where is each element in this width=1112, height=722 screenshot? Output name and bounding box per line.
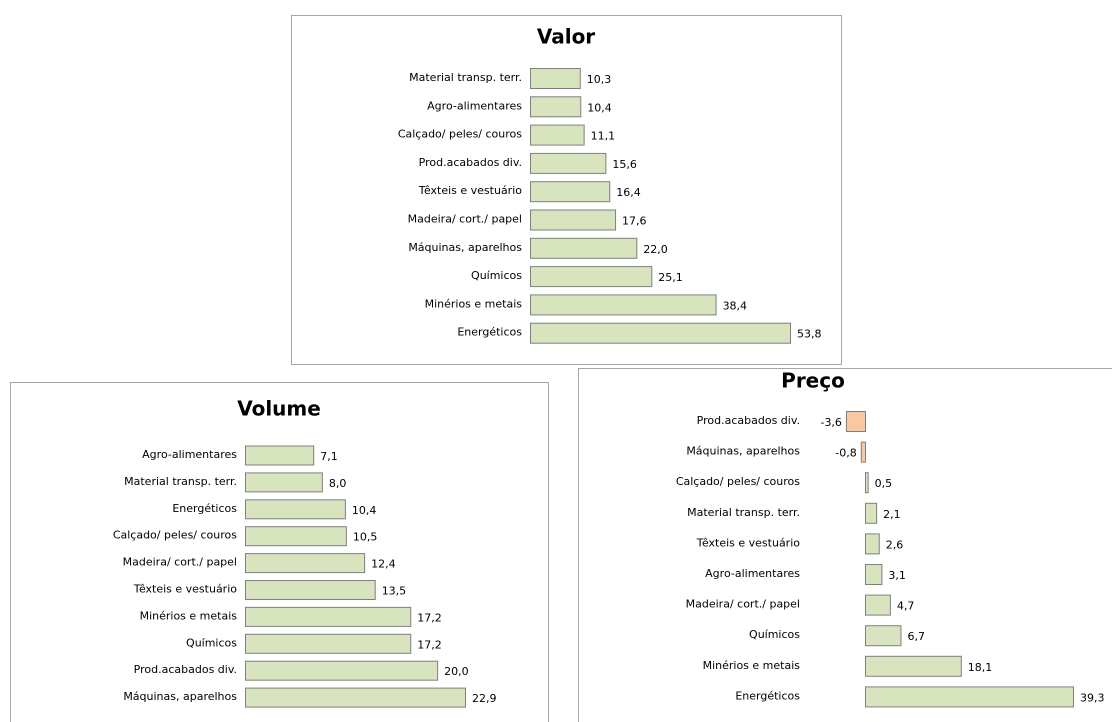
category-label: Minérios e metais [140, 609, 238, 622]
value-label: 2,6 [886, 538, 904, 551]
value-label: 13,5 [382, 585, 407, 598]
bar [530, 237, 638, 259]
bar [530, 181, 611, 203]
bar [245, 445, 315, 466]
category-label: Químicos [186, 636, 237, 649]
bar [865, 625, 902, 647]
category-label: Máquinas, aparelhos [686, 445, 800, 458]
bar [865, 472, 869, 494]
category-label: Máquinas, aparelhos [408, 241, 522, 254]
value-label: -0,8 [835, 447, 856, 460]
bar [865, 533, 880, 555]
category-label: Energéticos [735, 689, 800, 702]
category-label: Agro-alimentares [705, 567, 800, 580]
value-label: 39,3 [1080, 691, 1105, 704]
category-label: Energéticos [457, 326, 522, 339]
category-label: Calçado/ peles/ couros [398, 128, 522, 141]
value-label: 10,5 [353, 531, 378, 544]
value-label: 53,8 [797, 328, 822, 341]
value-label: 12,4 [371, 558, 396, 571]
category-label: Material transp. terr. [687, 506, 800, 519]
category-label: Energéticos [172, 502, 237, 515]
category-label: Madeira/ cort./ papel [686, 598, 800, 611]
value-label: 25,1 [658, 271, 683, 284]
bar [530, 294, 717, 316]
value-label: 17,2 [417, 611, 442, 624]
bar [860, 441, 867, 463]
chart-title: Preço [781, 369, 845, 393]
category-label: Têxteis e vestuário [418, 184, 522, 197]
bar [245, 687, 466, 708]
category-label: Madeira/ cort./ papel [408, 213, 522, 226]
category-label: Calçado/ peles/ couros [676, 475, 800, 488]
bar [245, 633, 412, 654]
bar [530, 322, 791, 344]
category-label: Têxteis e vestuário [133, 583, 237, 596]
value-label: 8,0 [329, 477, 347, 490]
category-label: Químicos [471, 269, 522, 282]
value-label: 17,2 [417, 638, 442, 651]
bar [530, 124, 585, 146]
category-label: Máquinas, aparelhos [123, 690, 237, 703]
category-label: Agro-alimentares [142, 448, 237, 461]
category-label: Têxteis e vestuário [696, 536, 800, 549]
bar [245, 580, 376, 600]
bar [865, 655, 962, 677]
value-label: 10,3 [587, 73, 612, 86]
value-label: 0,5 [875, 477, 893, 490]
bar [245, 526, 347, 547]
category-label: Minérios e metais [425, 297, 523, 310]
bar [865, 502, 878, 524]
bar [865, 564, 883, 585]
value-label: -3,6 [820, 416, 841, 429]
bar [530, 266, 653, 288]
category-label: Material transp. terr. [124, 475, 237, 488]
category-label: Calçado/ peles/ couros [113, 529, 237, 542]
value-label: 11,1 [591, 130, 616, 143]
value-label: 17,6 [622, 215, 647, 228]
category-label: Prod.acabados div. [419, 156, 522, 169]
category-label: Prod.acabados div. [134, 663, 237, 676]
bar [245, 660, 439, 681]
value-label: 15,6 [612, 158, 637, 171]
bar [865, 594, 891, 616]
value-label: 38,4 [723, 299, 748, 312]
category-label: Minérios e metais [703, 659, 801, 672]
bar [530, 68, 581, 89]
value-label: 10,4 [587, 101, 612, 114]
bar [245, 553, 366, 574]
bar [845, 411, 867, 432]
bar [865, 686, 1074, 708]
value-label: 4,7 [897, 600, 915, 613]
value-label: 22,0 [643, 243, 668, 256]
category-label: Material transp. terr. [409, 71, 522, 84]
value-label: 7,1 [320, 450, 338, 463]
bar [530, 209, 617, 231]
category-label: Madeira/ cort./ papel [123, 556, 237, 569]
chart-title: Volume [237, 397, 321, 421]
value-label: 3,1 [888, 569, 906, 582]
category-label: Agro-alimentares [427, 99, 522, 112]
bar [245, 499, 346, 520]
value-label: 6,7 [907, 630, 925, 643]
category-label: Químicos [749, 628, 800, 641]
chart-frame [578, 368, 1112, 722]
value-label: 16,4 [616, 186, 641, 199]
chart-title: Valor [537, 25, 595, 49]
value-label: 18,1 [968, 661, 993, 674]
value-label: 2,1 [883, 508, 901, 521]
bar [245, 472, 323, 493]
value-label: 10,4 [352, 504, 377, 517]
bar [245, 606, 412, 627]
value-label: 20,0 [444, 665, 469, 678]
value-label: 22,9 [472, 692, 497, 705]
category-label: Prod.acabados div. [697, 414, 800, 427]
bar [530, 96, 582, 118]
bar [530, 152, 607, 174]
